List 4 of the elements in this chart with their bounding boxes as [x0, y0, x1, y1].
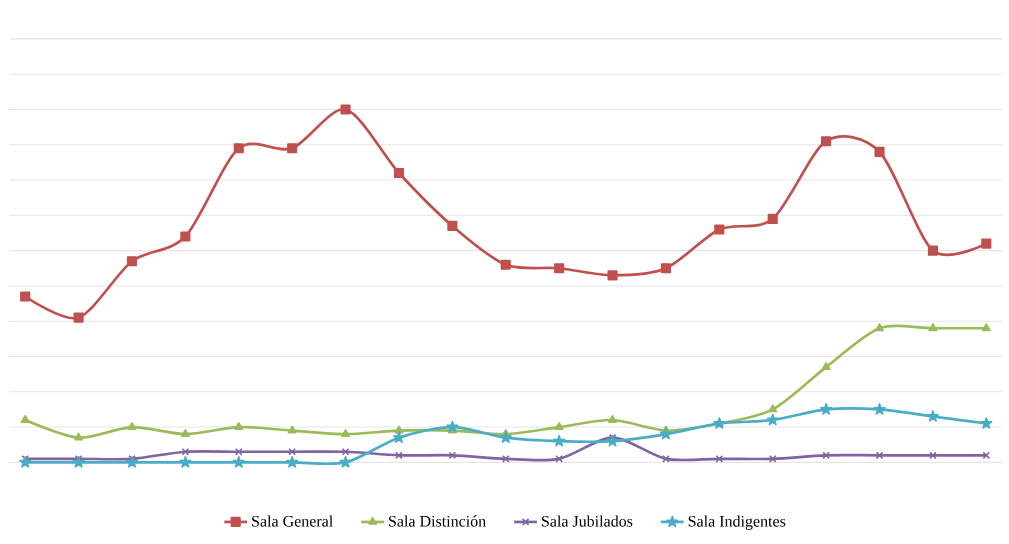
legend-label: Sala General: [252, 515, 333, 527]
legend-label: Sala Indigentes: [688, 515, 786, 530]
legend-label: Sala Distinción: [389, 515, 486, 527]
legend-label: Sala Jubilados: [542, 515, 633, 527]
